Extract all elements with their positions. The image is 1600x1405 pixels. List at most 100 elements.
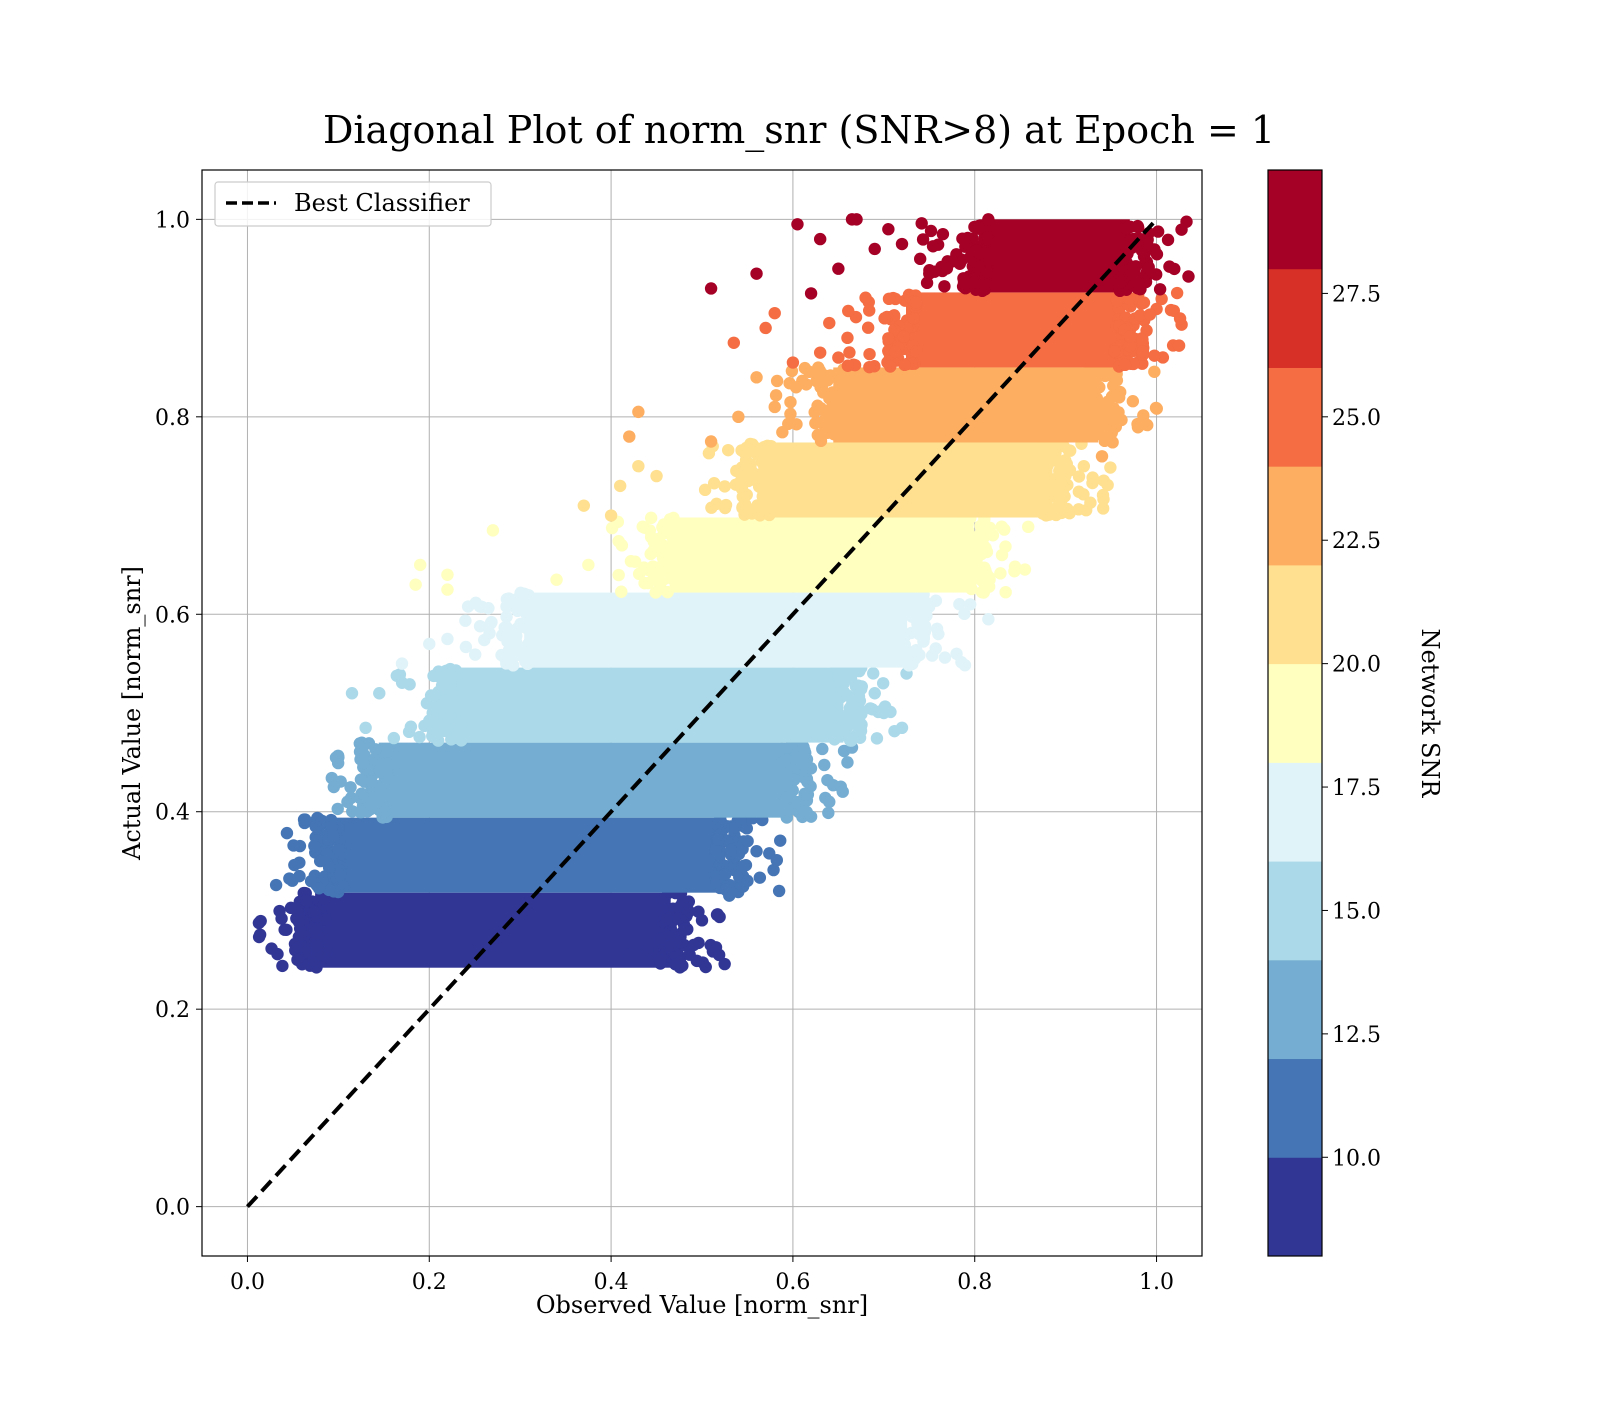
scatter-point bbox=[641, 576, 655, 590]
scatter-point bbox=[605, 521, 619, 535]
scatter-point bbox=[973, 247, 986, 260]
scatter-point bbox=[291, 953, 304, 967]
scatter-point bbox=[1104, 461, 1117, 474]
scatter-point bbox=[1035, 441, 1049, 455]
scatter-point bbox=[1136, 345, 1150, 359]
scatter-point bbox=[822, 806, 835, 820]
band-core bbox=[906, 292, 1126, 368]
scatter-point bbox=[776, 426, 789, 439]
best-classifier-line bbox=[245, 218, 1159, 1208]
band-core bbox=[378, 742, 789, 818]
scatter-point bbox=[870, 732, 884, 745]
snr-band-2 bbox=[269, 811, 787, 902]
colorbar-segment bbox=[1268, 466, 1322, 566]
scatter-point bbox=[882, 223, 895, 236]
scatter-point bbox=[604, 509, 618, 522]
x-tick-label: 0.0 bbox=[230, 1270, 265, 1295]
scatter-point bbox=[653, 954, 667, 967]
scatter-point bbox=[850, 213, 863, 226]
scatter-point bbox=[913, 648, 926, 662]
scatter-point bbox=[1084, 382, 1097, 395]
scatter-point bbox=[882, 332, 895, 345]
scatter-point bbox=[999, 585, 1012, 599]
scatter-point bbox=[867, 667, 880, 680]
y-tick-label: 0.2 bbox=[155, 998, 190, 1023]
scatter-point bbox=[1077, 459, 1091, 473]
scatter-point bbox=[961, 524, 975, 537]
band-core bbox=[315, 892, 671, 968]
scatter-point bbox=[811, 399, 824, 412]
scatter-point bbox=[827, 723, 840, 736]
scatter-point bbox=[876, 677, 890, 690]
scatter-point bbox=[373, 687, 386, 700]
x-axis-ticks: 0.0 0.2 0.4 0.6 0.8 1.0 bbox=[230, 1256, 1174, 1295]
legend-entry-best-classifier: Best Classifier bbox=[294, 189, 470, 217]
snr-band-10 bbox=[704, 213, 1195, 300]
y-tick-label: 1.0 bbox=[155, 208, 190, 233]
scatter-point bbox=[1170, 286, 1184, 300]
scatter-point bbox=[1141, 418, 1154, 432]
scatter-point bbox=[995, 548, 1009, 562]
scatter-point bbox=[878, 312, 891, 325]
scatter-point bbox=[751, 470, 765, 484]
scatter-point bbox=[283, 872, 296, 885]
scatter-point bbox=[1136, 333, 1149, 346]
scatter-point bbox=[1153, 283, 1167, 296]
colorbar-tick-label: 15.0 bbox=[1332, 899, 1381, 924]
snr-band-8 bbox=[623, 361, 1163, 463]
y-tick-label: 0.4 bbox=[155, 801, 190, 826]
scatter-point bbox=[974, 263, 987, 276]
scatter-point bbox=[1141, 238, 1154, 251]
scatter-point bbox=[797, 740, 810, 754]
colorbar-tick-label: 22.5 bbox=[1332, 529, 1381, 554]
scatter-point bbox=[1148, 365, 1161, 378]
scatter-point bbox=[1091, 368, 1104, 381]
colorbar: 10.0 12.5 15.0 17.5 20.0 22.5 25.0 27.5 bbox=[1267, 169, 1381, 1257]
scatter-point bbox=[859, 291, 872, 304]
scatter-point bbox=[325, 820, 339, 834]
scatter-point bbox=[402, 725, 416, 739]
scatter-point bbox=[1148, 349, 1161, 362]
scatter-point bbox=[801, 788, 815, 801]
scatter-point bbox=[432, 665, 445, 678]
scatter-point bbox=[550, 573, 563, 586]
scatter-point bbox=[916, 233, 930, 246]
scatter-point bbox=[915, 217, 928, 230]
scatter-point bbox=[840, 729, 854, 743]
scatter-point bbox=[1110, 295, 1124, 308]
scatter-point bbox=[863, 304, 876, 317]
scatter-point bbox=[657, 526, 671, 540]
scatter-point bbox=[317, 892, 331, 906]
scatter-point bbox=[837, 402, 851, 415]
colorbar-segment bbox=[1268, 1157, 1322, 1257]
scatter-point bbox=[577, 499, 591, 512]
scatter-point bbox=[953, 598, 966, 611]
scatter-point bbox=[778, 802, 792, 816]
scatter-point bbox=[718, 480, 731, 493]
scatter-point bbox=[768, 306, 781, 320]
scatter-point bbox=[426, 711, 439, 724]
scatter-point bbox=[818, 758, 831, 772]
colorbar-segment bbox=[1268, 1058, 1322, 1158]
scatter-point bbox=[972, 222, 985, 235]
scatter-point bbox=[499, 630, 513, 644]
scatter-point bbox=[393, 668, 407, 681]
snr-band-1 bbox=[252, 886, 731, 974]
scatter-point bbox=[804, 762, 818, 775]
scatter-point bbox=[500, 600, 513, 613]
scatter-point bbox=[779, 753, 792, 766]
scatter-point bbox=[823, 316, 836, 330]
scatter-point bbox=[718, 501, 732, 515]
scatter-point bbox=[744, 458, 757, 471]
scatter-point bbox=[1161, 233, 1175, 247]
scatter-point bbox=[830, 414, 843, 428]
scatter-point bbox=[828, 733, 841, 746]
scatter-point bbox=[273, 904, 286, 918]
x-tick-label: 0.8 bbox=[957, 1270, 992, 1295]
scatter-point bbox=[832, 351, 845, 364]
scatter-point bbox=[307, 905, 320, 918]
scatter-point bbox=[810, 416, 824, 429]
scatter-point bbox=[1140, 324, 1153, 337]
scatter-point bbox=[767, 863, 780, 877]
scatter-point bbox=[1084, 399, 1097, 412]
